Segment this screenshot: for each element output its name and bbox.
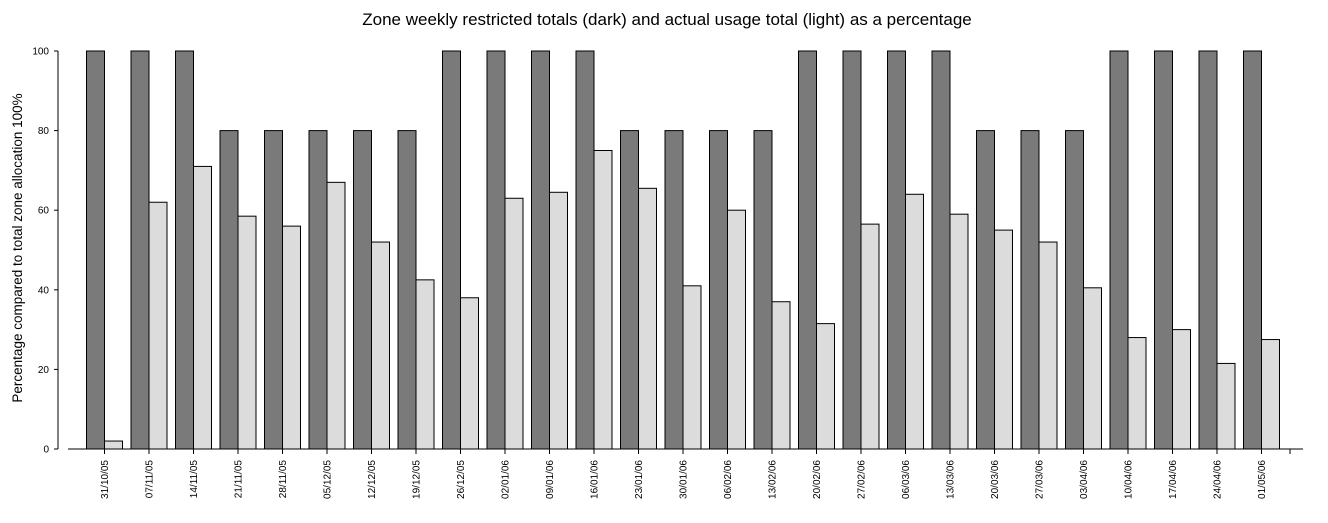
bar-light [148, 201, 168, 450]
x-axis: 31/10/05 07/11/05 14/11/05 21/11/05 28/11/05… [68, 448, 1303, 499]
bar-light [549, 191, 568, 450]
bar-dark [486, 50, 506, 450]
chart-title: Zone weekly restricted totals (dark) and… [362, 10, 972, 29]
bar-dark [1020, 130, 1040, 450]
y-tick-label: 20 [38, 365, 50, 376]
bar-light [1172, 329, 1191, 450]
y-tick-label: 80 [38, 126, 50, 137]
bar-light [682, 285, 702, 450]
bar-light [1261, 339, 1280, 450]
x-tick-label: 27/03/06 [1035, 460, 1046, 499]
bar-light [282, 225, 301, 450]
bar-light [905, 193, 924, 450]
bar-dark [531, 50, 550, 450]
bar-dark [353, 130, 372, 450]
x-tick-label: 23/01/06 [634, 460, 645, 499]
bar-light [1127, 337, 1147, 450]
x-tick-label: 02/01/06 [501, 460, 512, 499]
bar-light [415, 279, 435, 450]
bar-dark [1109, 50, 1129, 450]
x-tick-label: 13/02/06 [768, 460, 779, 499]
x-tick-label: 14/11/05 [189, 460, 200, 499]
bar-light [1038, 241, 1058, 450]
bars [86, 50, 1280, 450]
bar-dark [219, 130, 239, 450]
x-tick-label: 06/02/06 [723, 460, 734, 499]
y-tick-label: 60 [38, 206, 50, 217]
x-tick-label: 19/12/05 [412, 460, 423, 499]
x-tick-label: 09/01/06 [545, 460, 556, 499]
y-axis: 0 20 40 60 80 100 [32, 47, 59, 456]
x-tick-label: 31/10/05 [100, 460, 111, 499]
x-tick-label: 16/01/06 [590, 460, 601, 499]
x-tick-label: 28/11/05 [278, 460, 289, 499]
bar-dark [1065, 130, 1084, 450]
bar-dark [442, 50, 461, 450]
bar-light [104, 440, 123, 450]
bar-light [326, 181, 346, 450]
x-tick-label: 10/04/06 [1124, 460, 1135, 499]
x-tick-label: 24/04/06 [1213, 460, 1224, 499]
bar-dark [308, 130, 328, 450]
bar-light [638, 187, 657, 450]
bar-dark [1243, 50, 1262, 450]
bar-light [994, 229, 1013, 450]
x-tick-label: 03/04/06 [1079, 460, 1090, 499]
y-tick-label: 100 [32, 47, 49, 58]
bar-dark [86, 50, 105, 450]
bar-dark [130, 50, 150, 450]
bar-light [860, 223, 880, 450]
bar-dark [264, 130, 283, 450]
bar-dark [931, 50, 951, 450]
x-tick-label: 20/02/06 [812, 460, 823, 499]
bar-light [949, 213, 969, 450]
bar-light [237, 215, 257, 450]
bar-dark [1198, 50, 1218, 450]
bar-dark [1154, 50, 1173, 450]
x-tick-label: 01/05/06 [1257, 460, 1268, 499]
bar-light [771, 301, 791, 450]
x-tick-label: 27/02/06 [857, 460, 868, 499]
bar-light [504, 197, 524, 450]
bar-light [193, 165, 212, 450]
x-tick-label: 06/03/06 [901, 460, 912, 499]
bar-dark [798, 50, 817, 450]
y-axis-label: Percentage compared to total zone alloca… [10, 93, 25, 402]
x-tick-label: 20/03/06 [990, 460, 1001, 499]
bar-dark [709, 130, 728, 450]
bar-dark [575, 50, 595, 450]
y-tick-label: 0 [43, 445, 49, 456]
x-tick-label: 13/03/06 [946, 460, 957, 499]
bar-dark [620, 130, 639, 450]
y-tick-label: 40 [38, 285, 50, 296]
x-tick-label: 30/01/06 [679, 460, 690, 499]
bar-dark [842, 50, 862, 450]
x-tick-label: 17/04/06 [1168, 460, 1179, 499]
x-tick-label: 07/11/05 [145, 460, 156, 499]
x-tick-label: 26/12/05 [456, 460, 467, 499]
bar-light [1083, 287, 1102, 450]
bar-light [460, 297, 479, 450]
bar-light [727, 209, 746, 450]
bar-dark [976, 130, 995, 450]
bar-dark [664, 130, 684, 450]
bar-dark [175, 50, 194, 450]
bar-light [1216, 362, 1236, 450]
bar-light [593, 150, 613, 450]
bar-dark [397, 130, 417, 450]
x-tick-label: 05/12/05 [323, 460, 334, 499]
bar-light [371, 241, 390, 450]
x-tick-label: 12/12/05 [367, 460, 378, 499]
bar-dark [887, 50, 906, 450]
bar-dark [753, 130, 773, 450]
bar-light [816, 323, 835, 450]
x-tick-label: 21/11/05 [234, 460, 245, 499]
